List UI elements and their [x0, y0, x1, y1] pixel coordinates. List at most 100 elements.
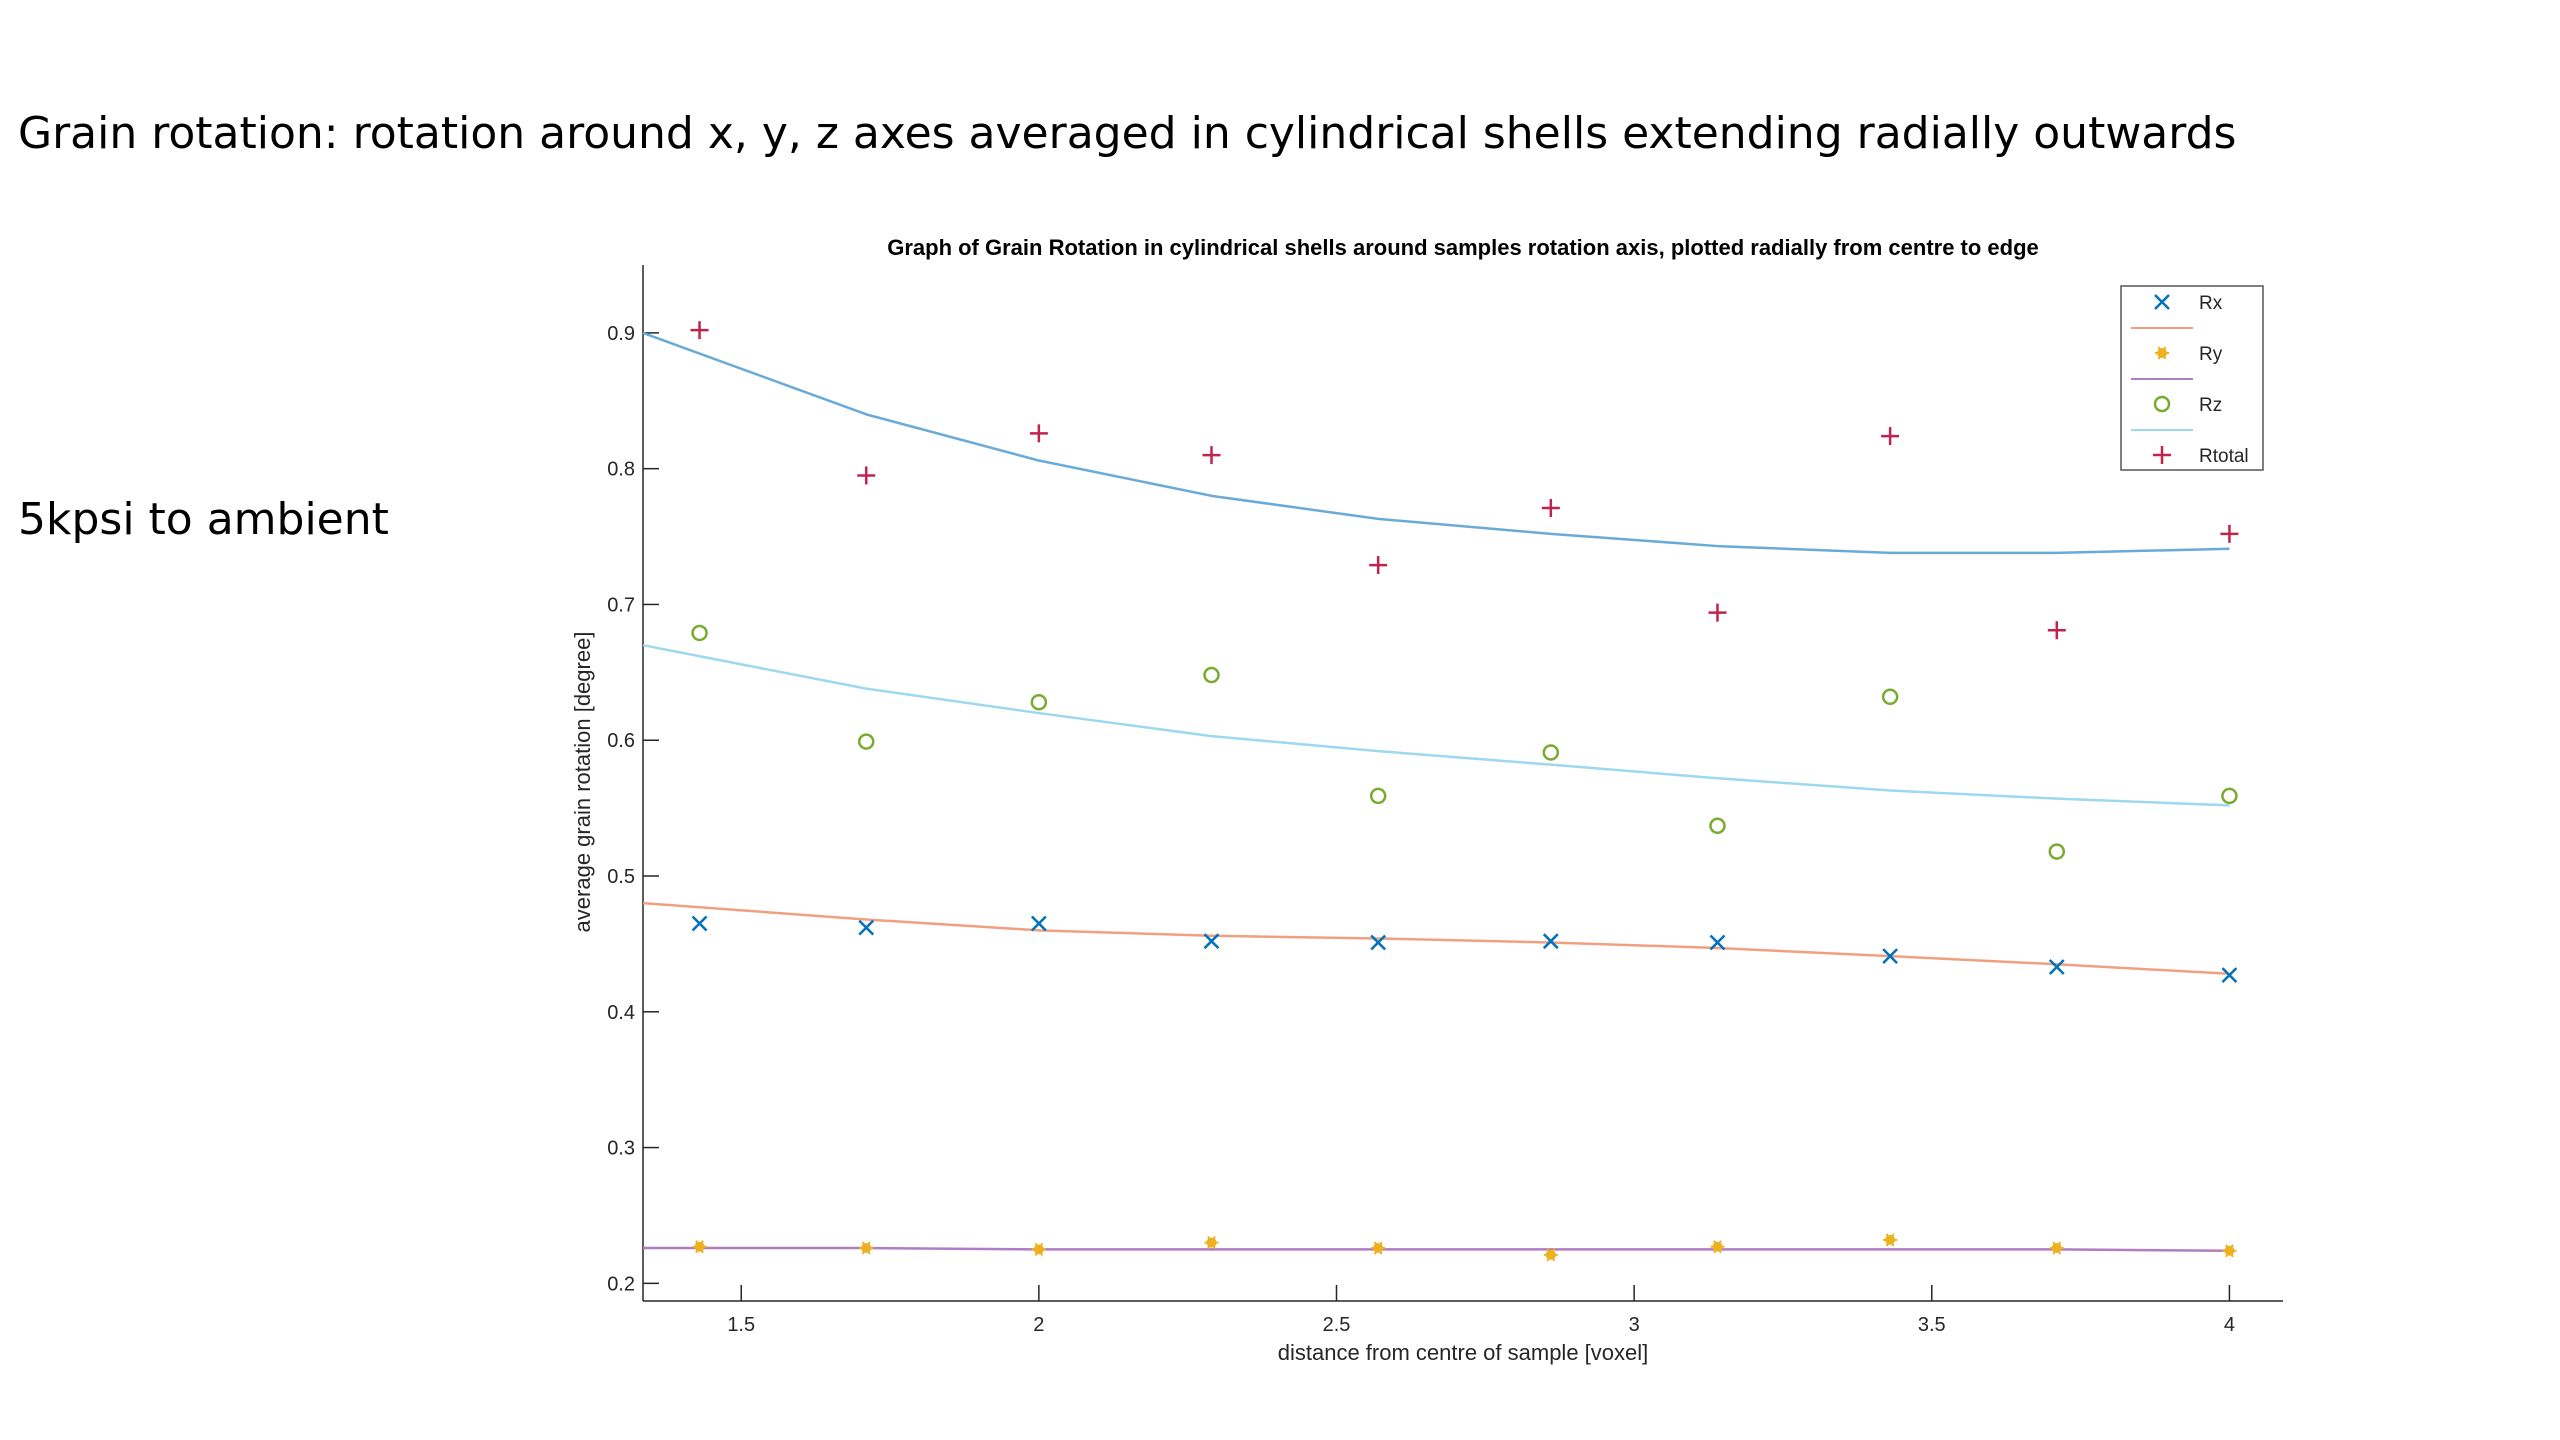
marker-x-stroke [2048, 959, 2065, 975]
y-tick-label: 0.8 [607, 459, 635, 481]
marker-asterisk-stroke [695, 1240, 704, 1254]
marker-plus [2047, 621, 2066, 640]
marker-asterisk-stroke [1885, 1233, 1895, 1247]
marker-plus [1369, 556, 1388, 575]
marker-x [1542, 933, 1559, 950]
marker-x-stroke [1709, 934, 1726, 951]
legend-label: Rtotal [2199, 446, 2249, 467]
marker-asterisk [2049, 1241, 2064, 1255]
x-tick-label: 1.5 [727, 1314, 755, 1336]
marker-asterisk-stroke [2157, 346, 2167, 360]
marker-x [1882, 948, 1898, 965]
x-tick-label: 3 [1629, 1314, 1640, 1336]
marker-asterisk-stroke [861, 1241, 871, 1255]
marker-asterisk [1883, 1233, 1898, 1247]
marker-asterisk [2222, 1244, 2237, 1258]
marker-asterisk-stroke [1373, 1241, 1383, 1255]
marker-asterisk [1371, 1241, 1386, 1255]
marker-x-stroke [1370, 934, 1387, 951]
marker-x [2048, 959, 2065, 975]
y-tick-label: 0.5 [607, 866, 635, 888]
y-tick-label: 0.7 [607, 594, 635, 616]
legend-label: Ry [2199, 344, 2223, 365]
marker-x [691, 915, 708, 932]
marker-asterisk [692, 1240, 707, 1254]
y-axis-label: average grain rotation [degree] [570, 632, 595, 933]
fit-line [643, 1246, 2230, 1253]
x-axis-label: distance from centre of sample [voxel] [1278, 1340, 1649, 1365]
marker-circle [1203, 666, 1220, 684]
marker-asterisk [2155, 346, 2169, 360]
marker-plus [1202, 446, 1221, 465]
data-markers [690, 321, 2239, 1262]
marker-plus [2220, 524, 2239, 543]
marker-asterisk [859, 1241, 874, 1255]
marker-circle [857, 733, 875, 750]
marker-plus [1029, 424, 1048, 443]
marker-plus [1881, 427, 1900, 446]
fit-lines [642, 331, 2230, 1253]
marker-asterisk-stroke [1207, 1236, 1216, 1250]
marker-x-stroke [1882, 948, 1898, 965]
marker-x-stroke [858, 919, 875, 936]
marker-asterisk [1204, 1236, 1219, 1250]
legend: Rx Ry Rz Rtotal [2120, 285, 2264, 471]
x-tick-label: 3.5 [1918, 1314, 1946, 1336]
condition-label: 5kpsi to ambient [18, 494, 389, 545]
marker-asterisk [1031, 1242, 1046, 1256]
marker-asterisk-stroke [1034, 1242, 1044, 1256]
marker-x-stroke [691, 915, 708, 932]
y-tick-label: 0.2 [607, 1273, 635, 1295]
marker-x-stroke [1542, 933, 1559, 950]
marker-asterisk-stroke [1546, 1248, 1556, 1262]
marker-asterisk [1710, 1240, 1725, 1254]
marker-x [1203, 933, 1220, 950]
series-rtotal [690, 321, 2239, 640]
y-tick-label: 0.6 [607, 730, 635, 752]
chart-title: Graph of Grain Rotation in cylindrical s… [887, 235, 2039, 260]
slide-heading: Grain rotation: rotation around x, y, z … [18, 108, 2237, 159]
fit-line [642, 643, 2230, 807]
marker-circle [1542, 744, 1560, 761]
marker-x [1709, 934, 1726, 951]
marker-x-stroke [2221, 967, 2238, 984]
legend-label: Rz [2199, 395, 2222, 416]
marker-circle [2153, 395, 2171, 413]
marker-circle [1881, 688, 1899, 706]
marker-x [1030, 915, 1047, 932]
series-rz [691, 624, 2238, 860]
marker-x [858, 919, 875, 936]
axes: 1.5 2 2.5 3 3.5 4 0.2 0.3 0.4 0.5 0.6 0.7 0.8 0.9 [607, 265, 2283, 1336]
marker-x [2221, 967, 2238, 984]
marker-asterisk-stroke [1713, 1240, 1722, 1254]
marker-circle [1030, 693, 1048, 711]
fit-line [642, 331, 2230, 555]
y-tick-label: 0.4 [607, 1002, 635, 1024]
y-tick-label: 0.9 [607, 323, 635, 345]
marker-plus [690, 321, 709, 340]
marker-circle [1369, 787, 1387, 805]
marker-plus [2153, 446, 2171, 464]
marker-plus [1541, 499, 1560, 518]
marker-x-stroke [1203, 933, 1220, 950]
marker-x-stroke [2154, 294, 2170, 310]
fit-line [642, 901, 2230, 976]
marker-circle [1709, 817, 1726, 835]
marker-asterisk-stroke [2052, 1241, 2062, 1255]
marker-circle [691, 624, 708, 642]
series-ry [692, 1233, 2237, 1262]
series-rx [691, 915, 2238, 984]
marker-circle [2048, 843, 2066, 860]
marker-x [2154, 294, 2170, 310]
marker-circle [2221, 787, 2238, 805]
x-tick-label: 2.5 [1323, 1314, 1351, 1336]
x-tick-label: 2 [1033, 1314, 1044, 1336]
marker-asterisk-stroke [2225, 1244, 2234, 1258]
marker-x [1370, 934, 1387, 951]
legend-label: Rx [2199, 293, 2223, 314]
y-tick-label: 0.3 [607, 1138, 635, 1160]
marker-plus [857, 466, 876, 485]
marker-x-stroke [1030, 915, 1047, 932]
x-tick-label: 4 [2224, 1314, 2235, 1336]
